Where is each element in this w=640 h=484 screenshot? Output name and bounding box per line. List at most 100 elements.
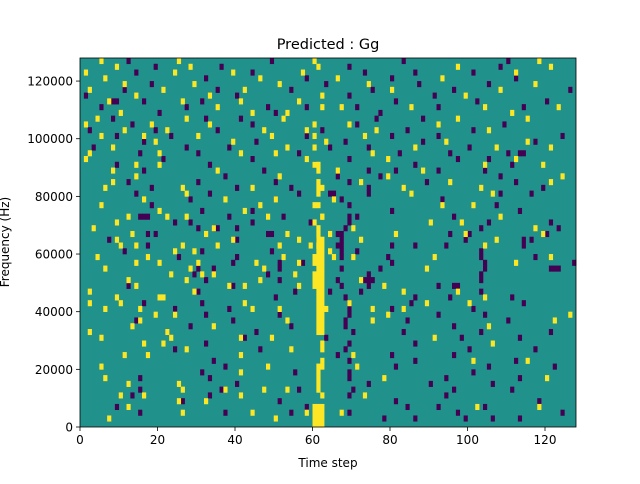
heatmap-cell-low [548, 328, 554, 336]
heatmap-cell-high [111, 144, 116, 151]
heatmap-cell-high [347, 121, 352, 128]
heatmap-cell-low [432, 92, 437, 99]
heatmap-cell-low [409, 300, 414, 307]
heatmap-cell-low [339, 242, 344, 249]
heatmap-cell-low [452, 352, 457, 359]
heatmap-cell-high [475, 403, 480, 411]
heatmap-cell-high [238, 369, 244, 376]
heatmap-cell-high [153, 311, 158, 318]
heatmap-cell-high [153, 138, 158, 145]
heatmap-cell-low [545, 230, 550, 238]
heatmap-cell-low [521, 242, 526, 249]
heatmap-cell-high [157, 207, 162, 214]
heatmap-cell-high [200, 271, 205, 278]
heatmap-cell-high [304, 409, 309, 416]
heatmap-cell-low [494, 202, 499, 209]
heatmap-cell-high [320, 248, 325, 255]
heatmap-cell-low [475, 98, 480, 105]
heatmap-cell-high [533, 225, 538, 232]
heatmap-cell-low [114, 132, 120, 140]
heatmap-cell-high [297, 236, 302, 243]
heatmap-cell-low [452, 386, 457, 393]
heatmap-cell-high [320, 277, 325, 284]
heatmap-cell-high [560, 173, 565, 180]
heatmap-cell-low [428, 380, 433, 387]
heatmap-cell-high [227, 282, 232, 289]
heatmap-cell-low [506, 150, 511, 157]
heatmap-cell-low [142, 300, 147, 307]
heatmap-cell-low [521, 300, 526, 307]
heatmap-cell-low [556, 265, 561, 272]
heatmap-cell-high [169, 334, 174, 341]
heatmap-cell-low [378, 265, 383, 272]
heatmap-cell-high [204, 398, 209, 405]
heatmap-cell-high [114, 63, 120, 70]
heatmap-cell-high [114, 219, 120, 226]
heatmap-cell-high [316, 403, 321, 411]
heatmap-cell-high [316, 242, 321, 249]
heatmap-cell-high [118, 300, 123, 307]
heatmap-cell-low [517, 207, 523, 214]
heatmap-cell-low [347, 213, 352, 220]
heatmap-cell-low [339, 254, 344, 261]
heatmap-cell-low [498, 63, 503, 70]
heatmap-cell-low [219, 386, 224, 393]
heatmap-cell-low [467, 144, 472, 151]
heatmap-cell-low [444, 375, 449, 382]
heatmap-cell-high [223, 386, 228, 393]
heatmap-cell-low [455, 282, 461, 289]
heatmap-cell-high [142, 132, 147, 140]
heatmap-cell-low [138, 150, 143, 157]
heatmap-cell-high [145, 352, 151, 359]
heatmap-cell-low [145, 213, 151, 220]
heatmap-cell-low [436, 311, 441, 318]
heatmap-cell-low [145, 242, 151, 249]
heatmap-cell-low [459, 334, 464, 341]
heatmap-cell-high [285, 230, 290, 238]
heatmap-cell-low [328, 190, 333, 197]
heatmap-cell-low [405, 403, 410, 411]
heatmap-cell-high [107, 415, 112, 422]
heatmap-cell-low [366, 190, 371, 197]
heatmap-cell-low [320, 127, 325, 134]
heatmap-cell-high [316, 277, 321, 284]
heatmap-cell-low [339, 230, 344, 238]
heatmap-cell-high [316, 179, 321, 186]
heatmap-cell-low [215, 127, 220, 134]
heatmap-cell-high [320, 236, 325, 243]
heatmap-cell-high [149, 121, 154, 128]
heatmap-cell-low [347, 357, 352, 364]
heatmap-cell-low [130, 121, 135, 128]
heatmap-cell-high [463, 92, 468, 99]
heatmap-cell-high [351, 352, 356, 359]
heatmap-cell-high [320, 300, 325, 307]
heatmap-cell-low [277, 259, 282, 266]
heatmap-cell-high [316, 317, 321, 324]
heatmap-cell-low [436, 403, 441, 411]
y-axis-label: Frequency (Hz) [0, 197, 12, 288]
heatmap-cell-high [320, 259, 325, 266]
heatmap-cell-low [223, 409, 228, 416]
heatmap-cell-high [122, 81, 127, 88]
heatmap-cell-low [452, 323, 457, 330]
heatmap-cell-high [277, 305, 282, 312]
heatmap-cell-low [467, 346, 472, 353]
heatmap-cell-low [304, 75, 309, 82]
heatmap-cell-high [483, 161, 488, 168]
heatmap-cell-low [417, 81, 422, 88]
heatmap-cell-high [250, 305, 255, 312]
heatmap-cell-low [331, 190, 337, 197]
heatmap-cell-low [421, 115, 426, 122]
heatmap-cell-high [242, 86, 247, 93]
heatmap-cell-low [184, 144, 189, 151]
heatmap-cell-low [114, 403, 120, 411]
heatmap-cell-high [362, 132, 368, 140]
heatmap-cell-low [114, 161, 120, 168]
heatmap-cell-low [138, 409, 143, 416]
heatmap-cell-low [374, 115, 379, 122]
heatmap-cell-high [432, 254, 437, 261]
heatmap-cell-high [184, 115, 189, 122]
heatmap-cell-low [390, 352, 395, 359]
heatmap-cell-low [366, 380, 371, 387]
heatmap-cell-low [111, 98, 116, 105]
